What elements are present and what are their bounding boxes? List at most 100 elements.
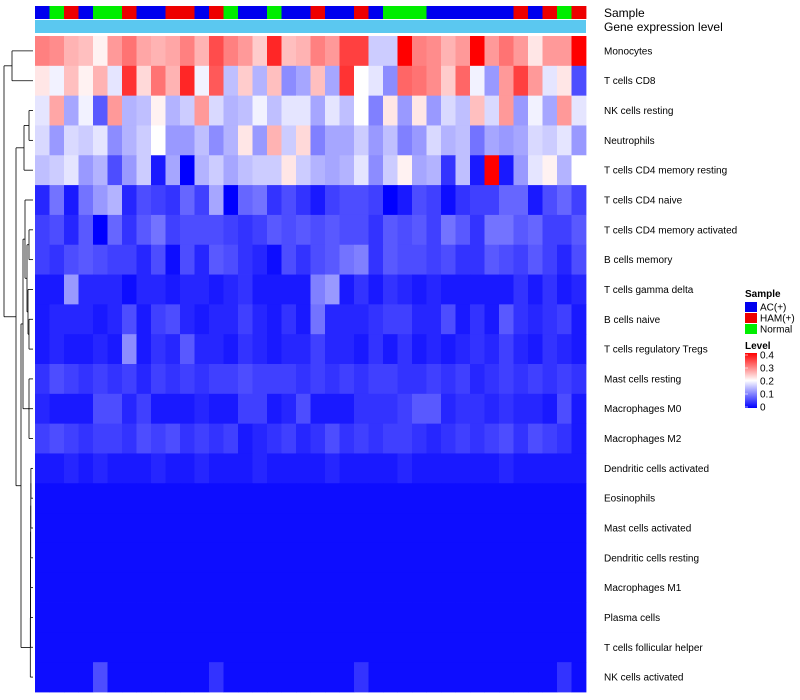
row-label: T cells CD8: [604, 76, 656, 87]
heatmap-cell: [354, 364, 369, 395]
heatmap-cell: [223, 65, 239, 97]
sample-annotation-cell: [64, 6, 79, 19]
heatmap-cell: [368, 65, 384, 97]
heatmap-cell: [542, 274, 558, 305]
heatmap-cell: [441, 364, 456, 395]
heatmap-cell: [441, 662, 456, 693]
heatmap-cell: [296, 274, 311, 305]
heatmap-cell: [107, 542, 123, 574]
heatmap-cell: [93, 542, 108, 574]
heatmap-cell: [151, 572, 166, 603]
heatmap-cell: [484, 65, 500, 97]
sample-annotation-cell: [194, 6, 210, 19]
heatmap-cell: [252, 65, 268, 97]
heatmap-cell: [194, 155, 210, 186]
heatmap-cell: [180, 65, 195, 97]
sample-annotation-cell: [397, 6, 413, 19]
heatmap-cell: [397, 572, 413, 603]
heatmap-cell: [470, 65, 485, 97]
heatmap-cell: [151, 274, 166, 305]
heatmap-cell: [252, 185, 268, 216]
heatmap-cell: [441, 393, 456, 425]
heatmap-cell: [557, 155, 572, 186]
heatmap-cell: [78, 572, 94, 603]
heatmap-cell: [267, 244, 282, 275]
heatmap-cell: [368, 662, 384, 693]
heatmap-cell: [209, 65, 224, 97]
heatmap-cell: [499, 632, 514, 663]
heatmap-cell: [339, 364, 355, 395]
heatmap-cell: [194, 244, 210, 275]
heatmap-cell: [397, 453, 413, 484]
expression-bar-cell: [35, 20, 586, 33]
heatmap-cell: [499, 125, 514, 156]
heatmap-cell: [397, 304, 413, 335]
heatmap-cell: [397, 185, 413, 216]
heatmap-cell: [441, 125, 456, 156]
heatmap-cell: [180, 662, 195, 693]
heatmap-cell: [180, 572, 195, 603]
heatmap-cell: [368, 244, 384, 275]
heatmap-cell: [528, 274, 543, 305]
heatmap-cell: [310, 662, 326, 693]
heatmap-cell: [557, 453, 572, 484]
heatmap-cell: [528, 572, 543, 603]
heatmap-cell: [513, 155, 529, 186]
heatmap-cell: [78, 662, 94, 693]
heatmap-cell: [455, 155, 471, 186]
heatmap-cell: [35, 304, 50, 335]
heatmap-cell: [557, 304, 572, 335]
heatmap-cell: [223, 274, 239, 305]
sample-annotation-cell: [223, 6, 239, 19]
heatmap-cell: [499, 304, 514, 335]
heatmap-cell: [310, 542, 326, 574]
heatmap-cell: [78, 304, 94, 335]
heatmap-cell: [267, 423, 282, 454]
heatmap-cell: [441, 602, 456, 633]
heatmap-cell: [426, 155, 442, 186]
heatmap-cell: [252, 125, 268, 156]
heatmap-cell: [441, 513, 456, 544]
heatmap-cell: [542, 244, 558, 275]
heatmap-cell: [223, 334, 239, 365]
heatmap-cell: [165, 572, 181, 603]
heatmap-cell: [49, 304, 65, 335]
heatmap-cell: [513, 483, 529, 514]
heatmap-cell: [93, 334, 108, 365]
heatmap-cell: [470, 393, 485, 425]
heatmap-cell: [180, 36, 195, 67]
heatmap-cell: [528, 483, 543, 514]
heatmap-cell: [310, 572, 326, 603]
sample-annotation-cell: [209, 6, 224, 19]
heatmap-cell: [136, 542, 152, 574]
heatmap-cell: [78, 95, 94, 126]
heatmap-cell: [412, 423, 427, 454]
heatmap-cell: [180, 453, 195, 484]
heatmap-cell: [557, 95, 572, 126]
heatmap-cell: [194, 65, 210, 97]
sample-legend-swatch: [745, 313, 757, 323]
heatmap-cell: [194, 483, 210, 514]
heatmap-cell: [281, 36, 297, 67]
heatmap-cell: [484, 572, 500, 603]
heatmap-cell: [252, 95, 268, 126]
heatmap-cell: [368, 364, 384, 395]
heatmap-cell: [151, 662, 166, 693]
heatmap-cell: [397, 214, 413, 246]
heatmap-cell: [499, 602, 514, 633]
heatmap-cell: [470, 453, 485, 484]
heatmap-cell: [93, 364, 108, 395]
heatmap-cell: [441, 334, 456, 365]
heatmap-cell: [49, 662, 65, 693]
heatmap-cell: [194, 36, 210, 67]
heatmap-cell: [310, 483, 326, 514]
heatmap-cell: [267, 632, 282, 663]
heatmap-cell: [368, 513, 384, 544]
sample-annotation-bar: [35, 6, 587, 19]
heatmap-cell: [267, 572, 282, 603]
heatmap-cell: [354, 155, 369, 186]
heatmap-cell: [441, 632, 456, 663]
heatmap-cell: [441, 423, 456, 454]
heatmap-cell: [49, 95, 65, 126]
heatmap-cell: [368, 542, 384, 574]
